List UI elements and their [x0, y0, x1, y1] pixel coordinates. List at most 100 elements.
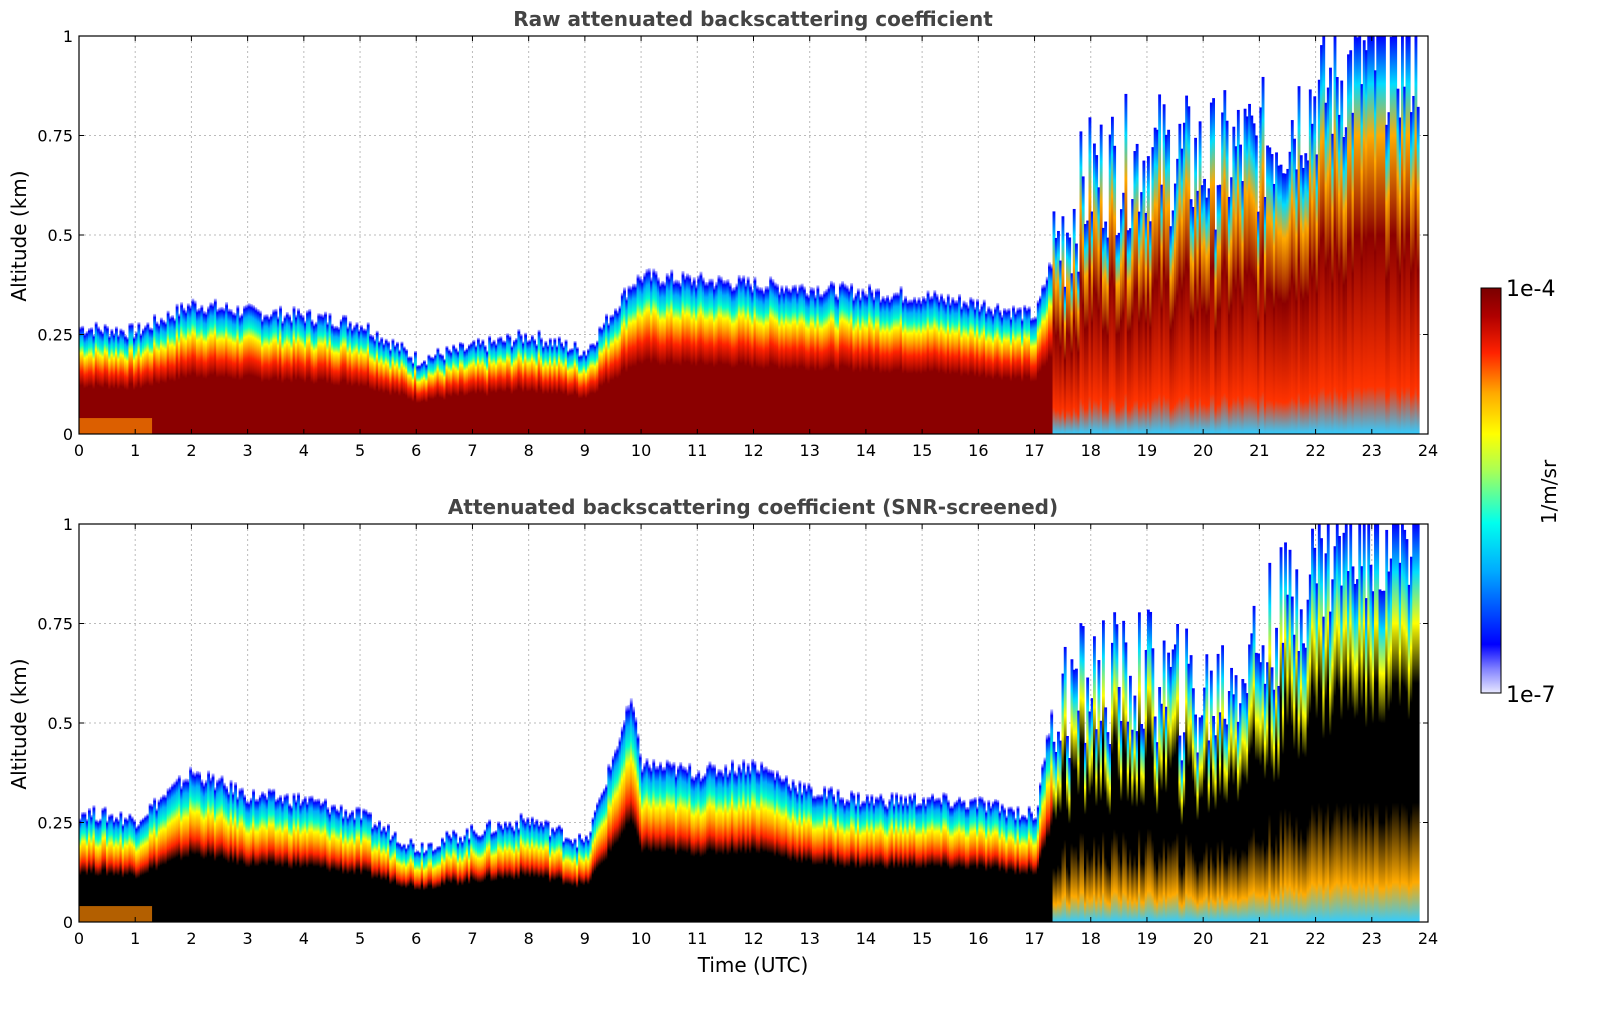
top-heat-column: [908, 299, 912, 434]
top-heat-column: [1084, 224, 1087, 434]
top-heat-column: [99, 329, 103, 434]
bottom-heat-column: [348, 812, 352, 922]
panel-top: Raw attenuated backscattering coefficien…: [7, 7, 1438, 460]
top-heat-column: [751, 289, 755, 434]
top-heat-column: [1149, 221, 1153, 434]
top-heat-column: [425, 363, 429, 434]
top-heat-column: [1293, 138, 1296, 434]
top-heat-column: [677, 280, 680, 434]
top-heat-column: [591, 342, 595, 434]
bottom-heat-column: [605, 784, 608, 922]
top-heat-column: [393, 344, 397, 434]
top-heat-column: [454, 347, 458, 434]
bottom-heat-column: [1079, 623, 1083, 922]
bottom-heat-column: [832, 793, 836, 922]
bottom-heat-column: [1063, 646, 1067, 922]
top-heat-column: [1012, 305, 1015, 434]
top-heat-column: [874, 288, 878, 434]
top-heat-column: [996, 302, 1000, 434]
top-heat-column: [213, 298, 217, 434]
top-heat-column: [620, 292, 624, 434]
bottom-heat-column: [166, 788, 170, 922]
bottom-heat-column: [879, 793, 883, 922]
top-heat-column: [1410, 112, 1413, 434]
top-heat-column: [290, 320, 294, 434]
top-heat-column: [195, 309, 199, 434]
bottom-heat-column: [969, 798, 973, 922]
bottom-heat-column: [240, 787, 244, 922]
top-heat-column: [312, 323, 316, 434]
top-heat-column: [526, 340, 530, 434]
bottom-heat-column: [589, 830, 593, 922]
top-heat-column: [1081, 176, 1085, 434]
top-heat-column: [283, 315, 287, 434]
top-heat-column: [1230, 177, 1233, 434]
top-heat-column: [764, 285, 768, 434]
bottom-heat-column: [515, 820, 519, 922]
bottom-x-tick-label: 24: [1418, 929, 1438, 948]
bottom-heat-column: [454, 832, 458, 922]
top-heat-column: [593, 344, 597, 434]
top-x-tick-label: 23: [1362, 441, 1382, 460]
top-heat-column: [746, 276, 750, 434]
top-heat-column: [265, 314, 269, 434]
top-heat-column: [105, 325, 109, 434]
bottom-heat-column: [1050, 709, 1054, 922]
bottom-heat-column: [195, 770, 199, 922]
top-heat-column: [886, 294, 889, 434]
top-heat-column: [303, 320, 307, 434]
top-heat-column: [409, 356, 413, 434]
bottom-heat-column: [216, 779, 219, 922]
top-heat-column: [906, 300, 910, 434]
top-heat-column: [483, 345, 487, 434]
bottom-heat-column: [937, 797, 941, 922]
bottom-heat-column: [928, 797, 932, 922]
top-heat-column: [571, 347, 575, 434]
bottom-heat-column: [360, 817, 363, 922]
top-heat-column: [1048, 262, 1051, 434]
bottom-heat-column: [1270, 667, 1274, 922]
bottom-heat-column: [573, 838, 577, 922]
top-x-tick-label: 2: [186, 441, 196, 460]
top-heat-column: [971, 298, 975, 434]
bottom-heat-column: [668, 761, 671, 922]
top-heat-column: [1362, 40, 1366, 434]
bottom-heat-column: [1182, 732, 1186, 922]
colorbar-unit-label: 1/m/sr: [1537, 459, 1561, 524]
bottom-heat-column: [1135, 731, 1139, 922]
bottom-heat-column: [393, 831, 397, 922]
bottom-heat-column: [843, 802, 847, 922]
top-heat-column: [1032, 317, 1036, 434]
bottom-heat-column: [193, 772, 197, 922]
top-heat-column: [189, 305, 193, 434]
bottom-heat-column: [396, 841, 399, 922]
bottom-heat-column: [1263, 683, 1267, 922]
top-heat-column: [755, 285, 759, 434]
top-heat-column: [589, 343, 593, 434]
top-heat-column: [1236, 109, 1240, 434]
bottom-heat-column: [978, 796, 982, 922]
bottom-heat-column: [123, 817, 127, 922]
top-heat-column: [870, 289, 874, 434]
top-heat-column: [827, 285, 831, 434]
bottom-heat-column: [1315, 583, 1319, 922]
top-heat-column: [566, 350, 570, 434]
bottom-heat-column: [135, 826, 139, 922]
bottom-heat-column: [458, 836, 462, 922]
top-heat-column: [809, 286, 813, 434]
top-heat-column: [829, 280, 833, 434]
bottom-heat-column: [1167, 652, 1171, 922]
top-heat-column: [333, 326, 336, 434]
bottom-heat-column: [593, 809, 597, 922]
top-heat-column: [402, 346, 406, 434]
top-heat-column: [1027, 306, 1031, 434]
top-heat-column: [879, 299, 883, 434]
top-heat-column: [391, 338, 395, 434]
top-heat-column: [137, 322, 141, 434]
top-heat-column: [701, 277, 705, 434]
top-heat-column: [985, 310, 988, 434]
bottom-heat-column: [1075, 668, 1078, 922]
top-heat-column: [186, 303, 190, 434]
top-heat-column: [1277, 165, 1281, 434]
top-heat-column: [530, 334, 534, 434]
